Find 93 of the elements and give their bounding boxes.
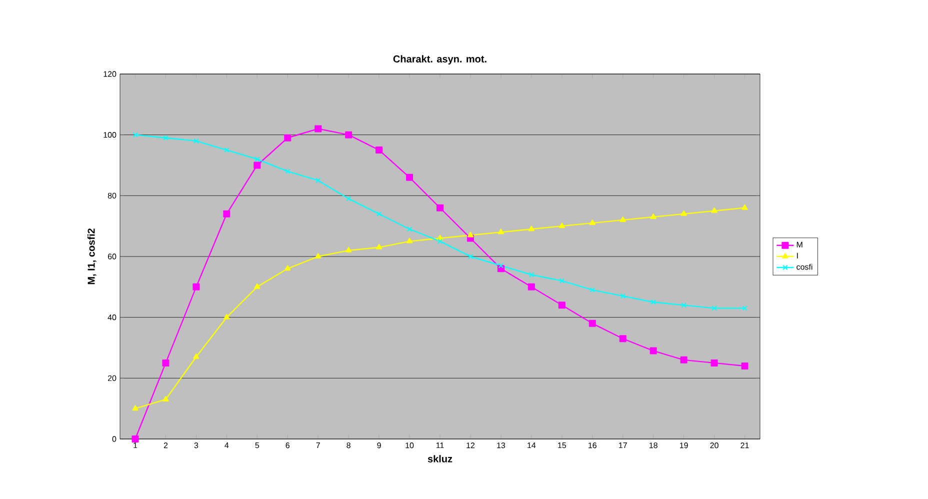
point <box>619 335 626 342</box>
legend-label: M <box>796 242 802 248</box>
point <box>314 125 322 132</box>
x-tick-label: 11 <box>436 442 444 448</box>
x-tick-label: 2 <box>164 442 168 448</box>
x-axis-title: skluz <box>428 455 452 462</box>
point <box>315 253 322 258</box>
y-tick-label: 80 <box>108 192 116 198</box>
x-tick-label: 14 <box>528 442 536 448</box>
point <box>498 228 504 234</box>
legend-label: I <box>797 252 798 258</box>
point <box>680 210 687 216</box>
point <box>406 238 413 244</box>
point <box>681 302 686 308</box>
point <box>224 314 230 320</box>
point <box>163 135 168 140</box>
y-tick-label: 40 <box>108 314 116 320</box>
point <box>467 232 474 238</box>
chart-title: Charakt. asyn. mot. <box>393 55 486 64</box>
point <box>590 287 596 293</box>
point <box>650 300 656 305</box>
point <box>194 138 199 144</box>
x-tick-label: 12 <box>466 442 475 448</box>
point <box>588 320 596 327</box>
point <box>345 246 352 252</box>
point <box>346 196 352 202</box>
point <box>284 265 291 271</box>
x-tick-label: 15 <box>558 442 566 448</box>
point <box>315 178 321 184</box>
point <box>285 168 290 174</box>
x-tick-label: 19 <box>680 442 688 448</box>
point <box>132 436 139 442</box>
point <box>650 213 656 219</box>
x-tick-label: 6 <box>286 442 290 448</box>
point <box>224 147 230 153</box>
x-tick-label: 10 <box>406 442 414 448</box>
x-tick-label: 18 <box>650 442 658 448</box>
point <box>192 283 200 290</box>
x-tick-label: 17 <box>619 442 627 448</box>
x-tick-label: 1 <box>134 442 138 448</box>
x-tick-label: 9 <box>377 442 381 448</box>
point <box>712 306 717 311</box>
point <box>741 362 748 370</box>
point <box>468 254 474 260</box>
x-tick-label: 20 <box>710 442 718 448</box>
point <box>742 306 748 311</box>
point <box>193 353 200 359</box>
point <box>742 204 748 210</box>
point <box>710 359 718 366</box>
point <box>558 302 566 309</box>
point <box>376 146 383 154</box>
point <box>589 220 596 226</box>
point <box>620 216 626 222</box>
y-tick-label: 20 <box>108 375 116 381</box>
y-tick-label: 100 <box>104 132 116 138</box>
point <box>132 405 138 411</box>
point <box>376 244 382 250</box>
point <box>650 347 657 354</box>
point <box>254 162 261 169</box>
point <box>528 226 535 232</box>
point <box>284 134 292 142</box>
point <box>558 222 566 228</box>
x-tick-label: 5 <box>255 442 260 448</box>
point <box>436 204 444 212</box>
point <box>254 156 260 162</box>
point <box>528 283 535 290</box>
point <box>498 263 504 268</box>
y-tick-label: 120 <box>104 71 116 77</box>
x-tick-label: 16 <box>588 442 596 448</box>
x-tick-label: 3 <box>194 442 198 448</box>
point <box>680 356 688 364</box>
point <box>406 174 414 181</box>
point <box>559 278 565 284</box>
x-tick-label: 8 <box>346 442 350 448</box>
point <box>437 238 443 244</box>
point <box>162 359 170 366</box>
point <box>376 211 382 217</box>
point <box>620 293 626 299</box>
x-tick-label: 4 <box>224 442 229 448</box>
point <box>223 210 230 218</box>
legend-label: cosfi <box>796 264 812 270</box>
y-tick-label: 60 <box>108 254 116 260</box>
x-tick-label: 21 <box>740 442 749 448</box>
point <box>528 272 534 278</box>
point <box>406 226 412 232</box>
y-axis-title: M, I1, cosfi2 <box>87 228 96 284</box>
y-tick-label: 0 <box>112 436 116 442</box>
x-tick-label: 7 <box>316 442 320 448</box>
point <box>345 131 352 138</box>
point <box>162 396 169 402</box>
x-tick-label: 13 <box>497 442 506 448</box>
point <box>254 283 260 289</box>
point <box>711 207 718 213</box>
